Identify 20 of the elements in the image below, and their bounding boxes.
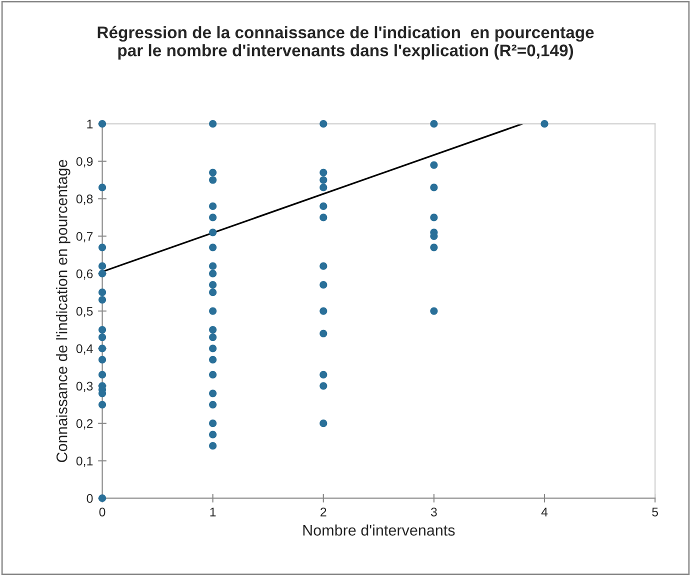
- y-tick-label: 0: [86, 494, 93, 503]
- x-tick-label: 5: [652, 508, 658, 516]
- y-axis-title: Connaissance de l'indication en pourcentage: [56, 160, 70, 462]
- x-tick-label: 0: [99, 508, 106, 516]
- y-tick-label: 0,1: [76, 456, 93, 467]
- y-tick-label: 0,2: [76, 419, 93, 430]
- y-tick-label: 0,7: [76, 232, 93, 242]
- x-tick-label: 2: [320, 508, 326, 516]
- y-tick-label: 0,3: [76, 382, 93, 392]
- y-tick-label: 0,4: [76, 344, 93, 355]
- y-tick-label: 0,8: [76, 194, 93, 205]
- chart-title: Régression de la connaissance de l'indication en pourcentage par le nombre d'intervenants dans l'explication (R²=0,149): [98, 26, 594, 60]
- x-tick-label: 1: [210, 508, 216, 516]
- x-tick-label: 3: [430, 508, 437, 516]
- y-tick-label: 1: [87, 120, 93, 128]
- y-tick-label: 0,6: [76, 269, 93, 280]
- x-tick-label: 4: [541, 508, 548, 516]
- y-tick-label: 0,9: [76, 157, 93, 168]
- x-axis-title: Nombre d'intervenants: [303, 524, 455, 536]
- y-tick-label: 0,5: [76, 306, 93, 318]
